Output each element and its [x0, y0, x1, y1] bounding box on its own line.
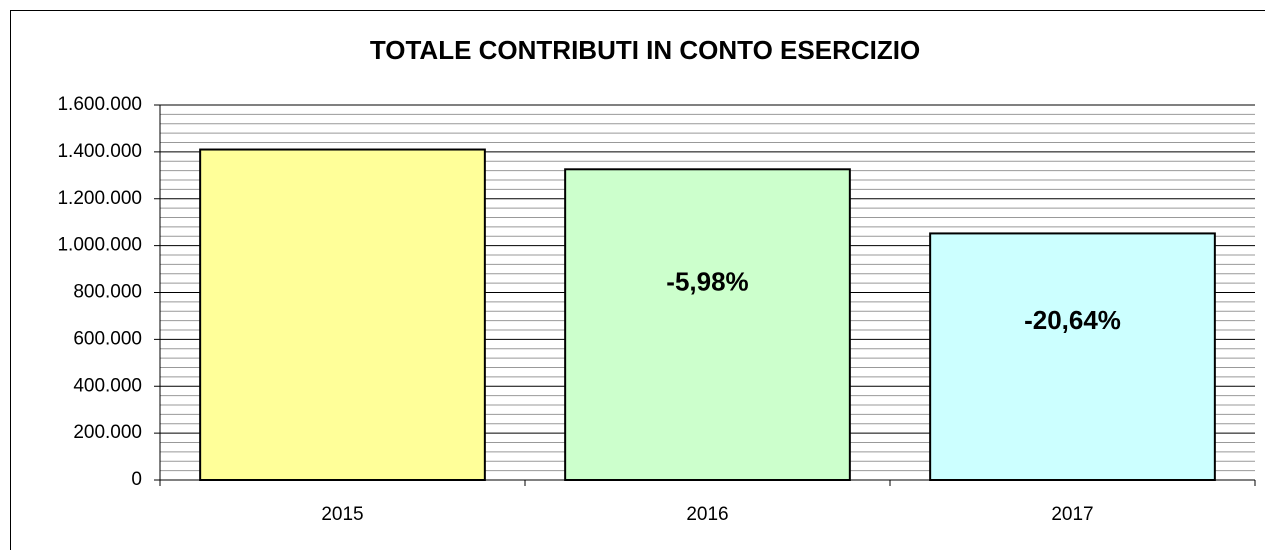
bar: [564, 168, 851, 481]
y-tick-label: 800.000: [73, 282, 142, 303]
y-tick-label: 1.600.000: [57, 94, 142, 115]
x-tick-label: 2016: [686, 504, 728, 525]
bar: [929, 232, 1216, 481]
annotation: -5,98%: [666, 266, 748, 296]
y-tick-label: 1.000.000: [57, 235, 142, 256]
x-tick-label: 2017: [1051, 504, 1093, 525]
y-tick-label: 1.200.000: [57, 188, 142, 209]
y-tick-label: 0: [131, 469, 142, 490]
chart-title: TOTALE CONTRIBUTI IN CONTO ESERCIZIO: [370, 35, 920, 65]
x-tick-label: 2015: [321, 504, 363, 525]
annotation: -20,64%: [1024, 305, 1121, 335]
y-tick-label: 400.000: [73, 375, 142, 396]
y-tick-label: 600.000: [73, 328, 142, 349]
y-tick-label: 200.000: [73, 422, 142, 443]
y-tick-label: 1.400.000: [57, 141, 142, 162]
bar: [199, 148, 486, 481]
